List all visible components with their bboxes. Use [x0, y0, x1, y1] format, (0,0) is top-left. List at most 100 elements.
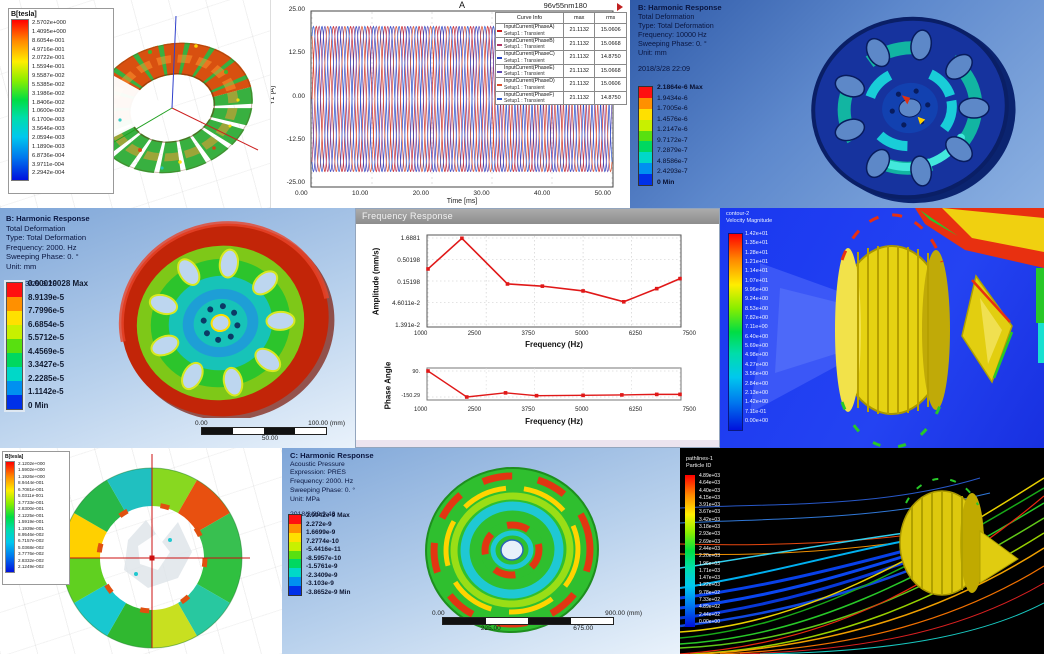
cfd-contour-panel: contour-2 Velocity Magnitude 1.42e+01 1.35…: [720, 208, 1044, 448]
curve-name: InputCurrent(PhaseA): [504, 24, 555, 30]
velocity-legend-values: 1.42e+01 1.35e+01 1.28e+01 1.21e+01 1.14e+01…: [745, 230, 768, 426]
cfd-legend-title: contour-2 Velocity Magnitude: [726, 211, 772, 225]
cfd-contour-graphic: [750, 208, 1044, 448]
flux-legend-value: 2.0722e-001: [32, 55, 65, 62]
curve-max: 21.1132: [563, 36, 596, 51]
curve-name: InputCurrent(PhaseC): [504, 51, 555, 57]
curve-max: 21.1132: [563, 77, 596, 92]
legend-value: 3.7733e-001: [18, 499, 44, 505]
curve-table-header: Curve Info: [494, 12, 565, 24]
legend-value: -3.8652e-9 Min: [306, 588, 351, 596]
legend-value: 6.6854e-5: [28, 319, 65, 329]
result-header-line: B: Harmonic Response: [638, 3, 722, 12]
y-tick: 1.6881: [400, 235, 420, 242]
legend-value: 4.40e+03: [699, 487, 720, 494]
x-tick: 3750: [521, 407, 535, 413]
deformation-legend-values: 2.1864e-6 Max 1.9434e-6 1.7005e-6 1.4576e-6…: [657, 84, 703, 186]
flux-legend-value: 1.1890e-003: [32, 143, 65, 150]
window-footer: [356, 440, 719, 447]
result-header-line: Unit: MPa: [290, 495, 320, 503]
curve-table-header-row: Curve Info max rms: [494, 12, 627, 24]
curve-table-row: InputCurrent(PhaseC) Setup1 : Transient …: [494, 50, 627, 65]
curve-setup: Setup1 : Transient: [504, 30, 545, 37]
pathlines-legend-title-line: Particle ID: [686, 463, 712, 469]
legend-value: 0.00010028 Max: [28, 279, 89, 288]
curve-name: InputCurrent(PhaseF): [504, 91, 555, 98]
legend-value: 4.98e+00: [745, 352, 769, 359]
legend-value: 2.9942e-9 Max: [306, 512, 350, 519]
legend-value: 2.1225e-001: [18, 512, 44, 518]
legend-value: 1.28e+01: [745, 249, 769, 256]
x-tick-labels: 0.00 10.00 20.00 30.00 40.00 50.00: [295, 190, 611, 197]
result-header: B: Harmonic Response Total Deformation Typ…: [638, 3, 722, 73]
legend-value: 4.89e+03: [699, 473, 720, 479]
maxwell-rotor-panel: B[tesla] 2.1202e+000 1.5902e+000 1.1926e+0…: [0, 448, 282, 654]
flux-legend-value: 3.9711e-004: [32, 161, 65, 168]
scale-mid: 50.00: [261, 435, 279, 442]
curve-table-row: InputCurrent(PhaseB) Setup1 : Transient …: [494, 36, 627, 51]
legend-value: 1.1926e+000: [18, 473, 45, 479]
legend-value: 2.8300e-001: [18, 506, 44, 512]
result-header-line: 2018/3/29 9:28: [6, 278, 57, 288]
x-tick: 30.00: [473, 190, 490, 197]
legend-value: 5.0368e-002: [18, 544, 44, 550]
curve-swatch-icon: [497, 30, 502, 32]
phase-x-ticks: 1000 2500 3750 5000 6250 7500: [414, 407, 696, 413]
flux-legend-value: 1.0600e-002: [32, 108, 65, 115]
flux-legend-value: 6.8736e-004: [32, 152, 65, 159]
scale-bar: [201, 427, 327, 435]
result-header-line: Frequency: 2000. Hz: [290, 478, 354, 486]
window-titlebar[interactable]: Frequency Response: [356, 209, 719, 224]
legend-value: 1.7005e-6: [657, 105, 688, 113]
legend-value: 2.93e+03: [699, 531, 720, 538]
legend-value: 1.22e+03: [699, 582, 720, 589]
legend-value: 9.96e+00: [745, 287, 769, 294]
legend-value: 7.7996e-5: [28, 306, 65, 316]
curve-rms: 15.0606: [594, 77, 627, 92]
legend-value: 1.96e+03: [699, 560, 720, 567]
deformation-legend: 0.00010028 Max 8.9139e-5 7.7996e-5 6.6854e-…: [4, 279, 89, 412]
legend-value: 3.42e+03: [699, 516, 720, 523]
scale-ruler: 0.00 900.00 (mm) 225.00 675.00: [432, 610, 642, 633]
legend-value: 5.5712e-5: [28, 333, 65, 343]
legend-value: 8.9546e-002: [18, 531, 44, 537]
x-tick: 1000: [414, 331, 428, 337]
legend-value: 7.33e+02: [699, 597, 720, 604]
legend-value: 2.20e+03: [699, 553, 720, 560]
x-tick: 5000: [575, 407, 589, 413]
flux-legend-value: 3.1986e-002: [32, 90, 65, 97]
curve-max: 21.1132: [563, 23, 596, 38]
legend-value: 2.84e+00: [745, 380, 769, 387]
particle-colorbar: [685, 475, 695, 627]
legend-value: 1.71e+03: [699, 567, 720, 574]
flux-legend-value: 2.0594e-003: [32, 134, 65, 141]
legend-value: 8.9444e-001: [18, 480, 44, 486]
legend-value: 8.53e+00: [745, 305, 769, 312]
result-header-line: Total Deformation: [638, 12, 695, 21]
legend-value: 1.4576e-6: [657, 115, 688, 123]
plot-title: A: [458, 0, 465, 10]
legend-value: 0.00e+00: [699, 618, 720, 625]
deformation-colorbar: [638, 86, 653, 186]
legend-value: 3.67e+03: [699, 509, 720, 516]
pressure-legend-values: 2.9942e-9 Max 2.272e-9 1.6699e-9 7.2774e-10…: [306, 512, 350, 596]
flux-legend-value: 2.5702e+000: [32, 20, 67, 26]
curve-table-row: InputCurrent(PhaseE) Setup1 : Transient …: [494, 63, 627, 78]
y-tick: 0.00: [292, 92, 305, 100]
result-header-line: Expression: PRES: [290, 469, 346, 477]
legend-value: 1.42e+00: [745, 399, 769, 406]
result-header-line: Acoustic Pressure: [290, 460, 345, 468]
flux-legend-value: 6.1700e-003: [32, 117, 65, 124]
flux-legend: B[tesla] 2.5702e+000 1.4095e+000 8.6054e-0…: [8, 8, 114, 194]
legend-value: 3.18e+03: [699, 524, 720, 531]
curve-rms: 14.8750: [594, 90, 627, 105]
scale-ruler: 0.00 100.00 (mm) 50.00: [195, 420, 345, 443]
legend-value: 3.3427e-5: [28, 360, 65, 370]
legend-value: 1.6699e-9: [306, 529, 336, 537]
pathlines-legend-title: pathlines-1 Particle ID: [686, 456, 713, 470]
x-tick: 10.00: [352, 190, 369, 197]
flux-legend-value: 2.2942e-004: [32, 170, 65, 177]
legend-value: 1.5902e+000: [18, 467, 45, 473]
amplitude-x-axis-label: Frequency (Hz): [525, 340, 583, 349]
wheel-blue-graphic: [811, 16, 1016, 204]
